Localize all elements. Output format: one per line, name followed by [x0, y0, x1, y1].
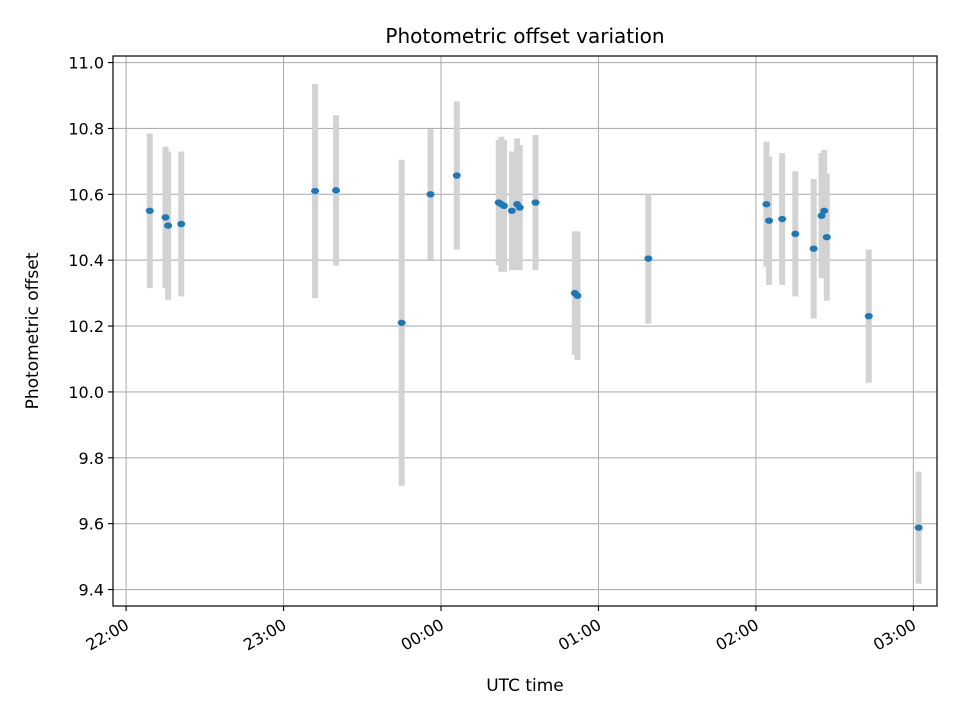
y-tick-label: 11.0 — [68, 54, 104, 73]
errorbar-layer — [146, 83, 922, 584]
chart-title: Photometric offset variation — [385, 24, 664, 48]
x-axis-ticks: 22:00 23:00 00:00 01:00 02:00 03:00 — [83, 606, 919, 655]
data-point — [531, 199, 540, 206]
x-axis-label: UTC time — [486, 676, 564, 696]
data-point — [762, 201, 771, 208]
x-tick-label: 03:00 — [870, 615, 919, 655]
data-point — [145, 207, 154, 214]
grid-layer — [113, 56, 937, 606]
data-point — [177, 220, 186, 228]
y-tick-label: 9.4 — [79, 581, 104, 600]
data-point — [500, 202, 509, 210]
data-point — [864, 312, 873, 320]
x-tick-label: 02:00 — [712, 615, 761, 655]
data-point — [164, 222, 173, 229]
data-point — [809, 245, 818, 252]
point-layer — [145, 172, 923, 531]
data-point — [914, 524, 923, 531]
x-tick-label: 00:00 — [398, 615, 447, 655]
x-tick-label: 01:00 — [555, 615, 604, 655]
y-tick-label: 10.0 — [68, 383, 104, 402]
data-point — [765, 217, 774, 224]
y-axis-ticks: 9.4 9.6 9.8 10.0 10.2 10.4 10.6 10.8 11.0 — [68, 54, 113, 600]
data-point — [507, 207, 516, 214]
data-point — [452, 172, 461, 179]
data-point — [644, 255, 653, 262]
data-point — [822, 233, 831, 241]
data-point — [817, 212, 826, 219]
data-point — [426, 191, 435, 198]
data-point — [397, 319, 406, 326]
y-tick-label: 9.6 — [79, 515, 104, 534]
y-tick-label: 10.8 — [68, 119, 104, 138]
y-tick-label: 10.6 — [68, 185, 104, 204]
data-point — [515, 204, 524, 211]
plot-frame — [112, 55, 938, 607]
y-tick-label: 9.8 — [79, 449, 104, 468]
x-tick-label: 22:00 — [83, 615, 132, 655]
data-point — [311, 187, 320, 195]
y-tick-label: 10.4 — [68, 251, 104, 270]
data-point — [791, 230, 800, 238]
y-tick-label: 10.2 — [68, 317, 104, 336]
data-point — [161, 214, 170, 221]
data-point — [573, 292, 582, 299]
y-axis-label: Photometric offset — [23, 252, 43, 409]
data-point — [778, 215, 787, 223]
data-point — [332, 187, 341, 194]
data-point — [820, 207, 829, 214]
x-tick-label: 23:00 — [240, 615, 289, 655]
